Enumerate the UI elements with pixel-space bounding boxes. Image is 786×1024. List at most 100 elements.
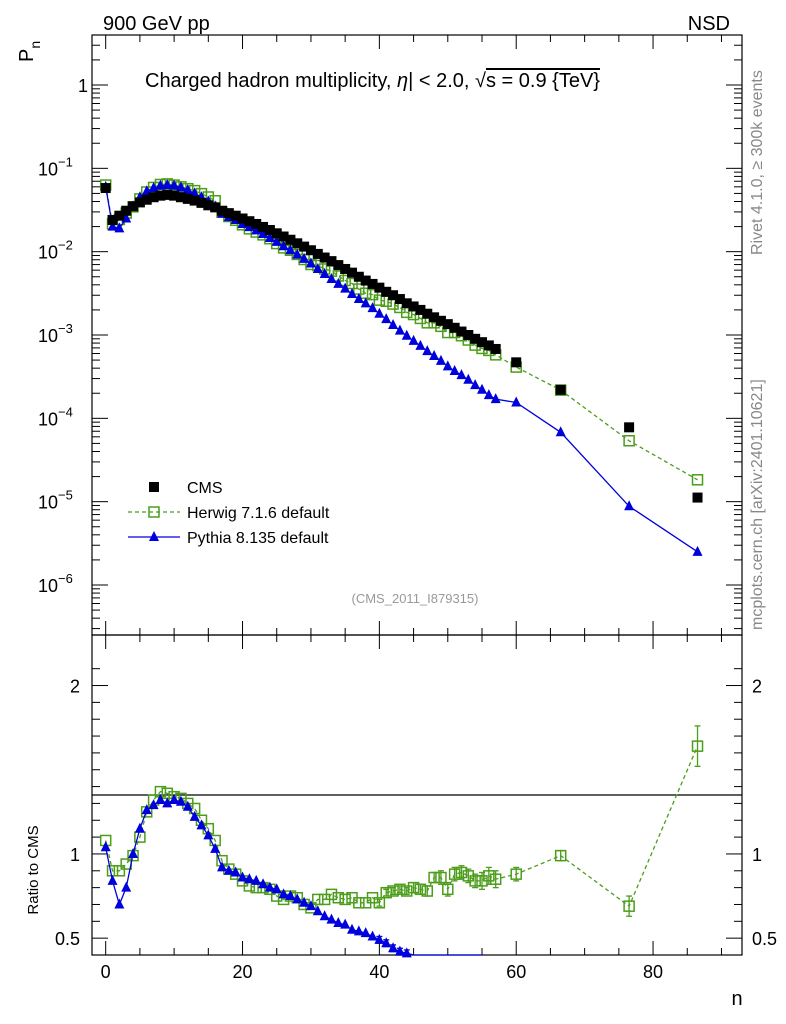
data-point-cms [107,214,118,225]
y-tick-label-exponent: −3 [58,321,73,336]
title-sqrt: √ [475,70,486,92]
data-point-pythia-8-135-default [394,324,405,335]
ratio-point-pythia-8-135-default [360,927,371,938]
x-tick-label: 40 [369,962,389,982]
data-point-pythia-8-135-default [333,277,344,288]
title-eta: η [397,70,408,92]
data-point-pythia-8-135-default [305,257,316,268]
y-tick-label-main: 10−6 [38,571,73,596]
main-axis-ticks: 110−110−210−310−410−510−6 [38,35,742,635]
ratio-point-pythia-8-135-default [162,797,173,808]
ratio-line-herwig-7-1-6-default [105,745,699,909]
data-point-cms [483,340,494,351]
title-post: s = 0.9 {TeV} [486,70,600,92]
data-point-cms [169,190,180,201]
legend-entry: Herwig 7.1.6 default [128,505,330,522]
title-mid: | < 2.0, [408,70,475,92]
x-tick-label: 20 [233,962,253,982]
y-tick-label-ratio: 0.5 [55,929,80,949]
ratio-point-pythia-8-135-default [169,794,180,805]
legend-entry: Pythia 8.135 default [128,530,329,547]
data-point-cms [463,330,474,340]
y-tick-label-exponent: −2 [58,238,73,253]
data-point-cms [511,357,522,368]
ratio-point-pythia-8-135-default [100,841,111,852]
chart-title: Charged hadron multiplicity, η| < 2.0, √… [145,70,600,92]
data-point-cms [435,315,446,326]
x-tick-label: 0 [101,962,111,982]
y-tick-label-exponent: −5 [58,488,73,503]
main-series-layer [99,178,704,556]
data-point-pythia-8-135-default [299,252,310,263]
ratio-point-pythia-8-135-default [189,810,200,821]
ratio-series-layer [99,725,704,958]
data-point-cms [223,208,234,219]
data-point-pythia-8-135-default [264,231,275,242]
data-point-pythia-8-135-default [258,227,269,238]
ratio-point-pythia-8-135-default [401,947,412,958]
x-tick-label: 80 [643,962,663,982]
data-point-pythia-8-135-default [271,235,282,246]
ratio-point-herwig-7-1-6-default [400,885,413,897]
data-point-pythia-8-135-default [285,244,296,255]
data-point-cms [360,275,371,286]
legend-label: CMS [187,480,223,497]
data-point-cms [470,333,481,344]
data-point-cms [100,183,111,194]
data-point-cms [477,337,487,348]
ratio-group-herwig-7-1-6-default [99,725,704,917]
ratio-point-herwig-7-1-6-default [380,886,392,899]
data-point-cms [121,205,132,216]
ratio-point-pythia-8-135-default [326,913,337,924]
ratio-point-pythia-8-135-default [155,794,166,805]
ratio-point-pythia-8-135-default [312,905,323,916]
data-point-cms [217,205,227,216]
data-point-pythia-8-135-default [114,222,125,233]
ratio-point-pythia-8-135-default [237,871,248,882]
data-point-cms [388,290,399,301]
ratio-point-herwig-7-1-6-default [448,868,461,880]
ratio-point-herwig-7-1-6-default [435,871,447,884]
x-tick-label: 60 [506,962,526,982]
y-tick-label-base: 10 [38,159,58,179]
y-tick-label-main: 10−2 [38,238,73,263]
ratio-point-pythia-8-135-default [196,819,207,830]
data-point-pythia-8-135-default [470,379,481,390]
ratio-point-pythia-8-135-default [223,864,234,875]
data-point-cms [237,213,248,224]
legend-marker [149,482,159,492]
y-tick-label-main: 10−1 [38,154,73,179]
data-point-cms [555,384,566,395]
data-point-pythia-8-135-default [422,345,433,356]
data-point-pythia-8-135-default [692,545,703,556]
data-point-cms [230,210,241,221]
data-point-cms [394,294,405,305]
ratio-point-herwig-7-1-6-default [489,873,502,885]
ratio-point-pythia-8-135-default [367,930,378,941]
analysis-tag: (CMS_2011_I879315) [352,591,479,606]
ratio-point-herwig-7-1-6-default [691,740,704,752]
ratio-point-pythia-8-135-default [333,917,344,927]
side-text-rivet: Rivet 4.1.0, ≥ 300k events [749,70,766,255]
y-axis-title-ratio: Ratio to CMS [25,825,42,914]
data-point-cms [189,195,200,206]
data-point-pythia-8-135-default [182,183,193,194]
y-tick-label-exponent: −6 [58,571,73,586]
ratio-point-herwig-7-1-6-default [510,868,522,880]
ratio-point-pythia-8-135-default [107,874,118,885]
data-point-cms [244,216,255,227]
ratio-point-pythia-8-135-default [299,896,310,907]
ratio-point-pythia-8-135-default [292,893,303,904]
data-point-pythia-8-135-default [169,179,180,190]
data-point-cms [340,263,351,274]
data-point-cms [155,190,166,201]
data-point-cms [319,252,330,263]
y-tick-label-ratio: 1 [70,845,80,865]
data-point-pythia-8-135-default [490,393,501,404]
ratio-point-herwig-7-1-6-default [483,870,495,882]
data-point-cms [251,218,262,229]
y-tick-label-base: 10 [38,576,58,596]
ratio-point-pythia-8-135-default [340,918,351,929]
data-point-cms [415,304,426,315]
